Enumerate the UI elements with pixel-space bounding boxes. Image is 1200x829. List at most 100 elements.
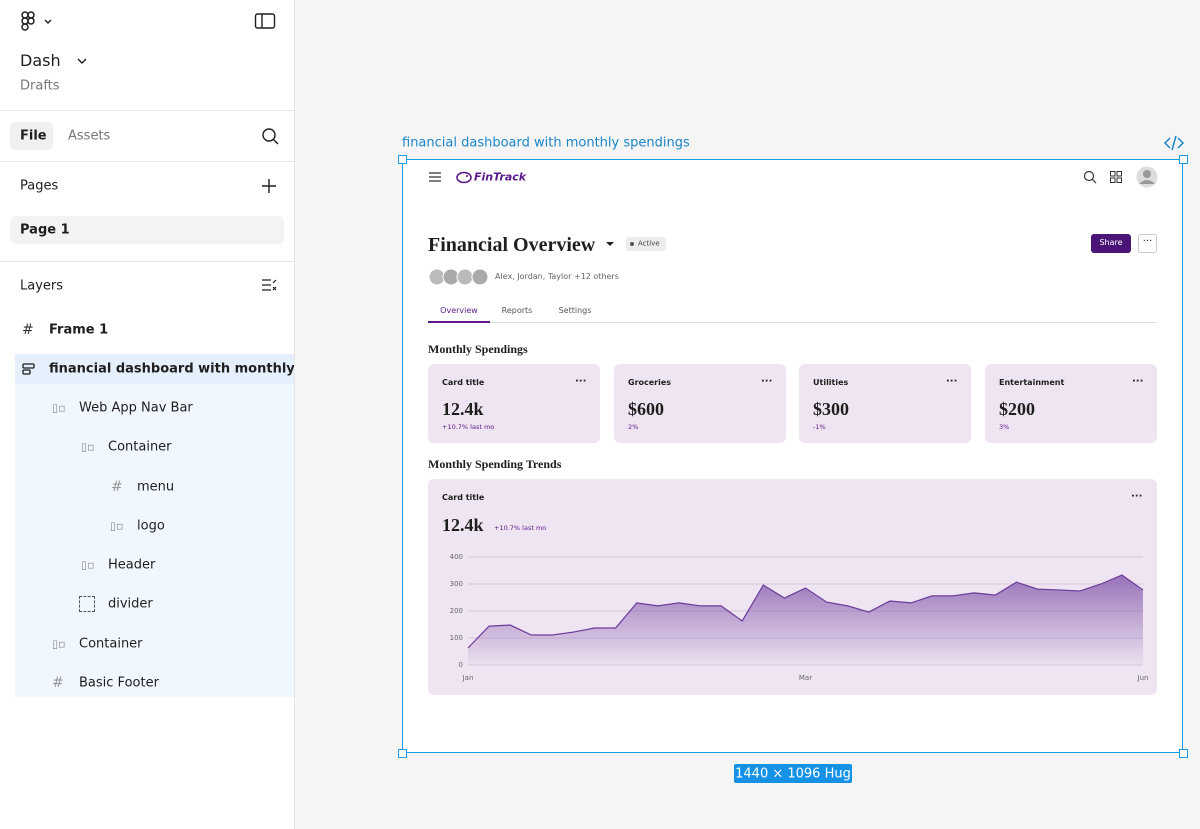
hamburger[interactable]: [429, 171, 441, 183]
x-tick-label: Jan: [462, 674, 474, 682]
autolayout-icon: ▯▫: [52, 401, 66, 415]
file-location: Drafts: [20, 78, 60, 94]
layer[interactable]: logo: [137, 518, 165, 534]
card-more[interactable]: ···: [946, 376, 958, 387]
autolayout-icon: ▯▫: [110, 519, 124, 533]
layers-heading: Layers: [20, 278, 64, 294]
handle[interactable]: [1179, 155, 1188, 164]
page-row-bg: [10, 216, 284, 244]
status-badge: [626, 237, 666, 251]
code-icon[interactable]: [1164, 134, 1184, 152]
toggle-sidebar[interactable]: [254, 12, 276, 30]
autolayout-icon: ▯▫: [81, 558, 95, 572]
brand-icon: [456, 171, 472, 184]
handle[interactable]: [398, 155, 407, 164]
brand[interactable]: FinTrack: [474, 170, 527, 184]
selected-row-bg: [15, 354, 294, 384]
card-value: $300: [813, 399, 849, 419]
card-title: Card title: [442, 493, 485, 502]
spending-card: [614, 364, 786, 443]
area: [468, 575, 1143, 665]
file-caret[interactable]: [76, 56, 88, 66]
tab-active-bg: [10, 122, 53, 150]
x-tick-label: Mar: [799, 674, 812, 682]
y-tick-label: 200: [450, 607, 463, 615]
size-label: 1440 × 1096 Hug: [735, 766, 851, 782]
title-caret[interactable]: [606, 241, 614, 247]
more-button[interactable]: ···: [1138, 234, 1157, 253]
card-more[interactable]: ···: [1131, 491, 1143, 502]
pages-heading: Pages: [20, 178, 59, 194]
frame-label[interactable]: financial dashboard with monthly spendin…: [402, 135, 690, 151]
share-label[interactable]: Share: [1099, 238, 1123, 247]
autolayout-icon: ▯▫: [52, 637, 66, 651]
layer[interactable]: Container: [108, 439, 172, 455]
search-icon[interactable]: [1083, 170, 1097, 184]
tab[interactable]: Assets: [68, 128, 111, 144]
card-more[interactable]: ···: [761, 376, 773, 387]
divider: [0, 261, 294, 262]
page-item[interactable]: Page 1: [20, 222, 70, 238]
handle[interactable]: [1179, 749, 1188, 758]
card-change: +10.7% last mo: [494, 523, 547, 532]
tab[interactable]: Settings: [558, 306, 592, 315]
y-tick-label: 300: [450, 580, 463, 588]
frame-icon: #: [22, 322, 34, 338]
layer[interactable]: Basic Footer: [79, 675, 159, 691]
card-change: -1%: [813, 422, 826, 431]
card-change: 3%: [999, 422, 1010, 431]
line: [467, 574, 1144, 649]
spending-card: [428, 364, 600, 443]
avatar[interactable]: [1136, 166, 1158, 188]
layer[interactable]: Web App Nav Bar: [79, 400, 193, 416]
share-button[interactable]: [1091, 234, 1131, 253]
layer[interactable]: financial dashboard with monthly spendin…: [49, 362, 294, 376]
tab-underline: [428, 321, 490, 323]
card-title: Utilities: [813, 378, 849, 387]
grid-icon[interactable]: [1110, 171, 1122, 183]
layer[interactable]: Header: [108, 557, 156, 573]
page-title: Financial Overview: [428, 234, 596, 256]
layer[interactable]: Frame 1: [49, 322, 109, 338]
spending-card: [799, 364, 971, 443]
trend-chart: 0 100 200 300 400 Jan Mar Jun: [450, 553, 1149, 682]
section-heading: Monthly Spending Trends: [428, 457, 562, 471]
card-value: 12.4k: [442, 515, 484, 535]
frame-icon: #: [52, 675, 64, 691]
handle[interactable]: [398, 749, 407, 758]
card-title: Entertainment: [999, 378, 1065, 387]
layer[interactable]: Container: [79, 636, 143, 652]
menu-logo[interactable]: [20, 10, 56, 34]
layer[interactable]: divider: [108, 596, 153, 612]
add-page[interactable]: [261, 178, 277, 194]
tab[interactable]: Overview: [440, 306, 478, 315]
avatar-group: [428, 268, 489, 286]
divider: [0, 110, 294, 111]
autolayout-icon: ▯▫: [81, 440, 95, 454]
sidebar: Dash Drafts File Assets Pages Page 1 Lay…: [0, 0, 295, 829]
y-tick-label: 100: [450, 634, 463, 642]
tab[interactable]: Reports: [501, 306, 533, 315]
card-change: 2%: [628, 422, 639, 431]
size-badge: [734, 764, 852, 783]
status: Active: [638, 239, 660, 248]
card-title: Groceries: [628, 378, 672, 387]
card-change: +10.7% last mo: [442, 422, 495, 431]
tab[interactable]: File: [20, 128, 47, 144]
file-name[interactable]: Dash: [20, 51, 61, 70]
layer[interactable]: menu: [137, 479, 175, 495]
card-value: 12.4k: [442, 399, 484, 419]
divider-icon: [79, 596, 95, 612]
collaborators: Alex, Jordan, Taylor +12 others: [495, 272, 619, 281]
section-heading: Monthly Spendings: [428, 342, 528, 356]
layers-options[interactable]: [261, 278, 279, 294]
card-more[interactable]: ···: [575, 376, 587, 387]
y-tick-label: 0: [459, 661, 463, 669]
card-value: $600: [628, 399, 664, 419]
stack-icon: [22, 363, 35, 375]
x-tick-label: Jun: [1137, 674, 1149, 682]
card-more[interactable]: ···: [1132, 376, 1144, 387]
card-title: Card title: [442, 378, 485, 387]
search-icon[interactable]: [260, 127, 280, 147]
